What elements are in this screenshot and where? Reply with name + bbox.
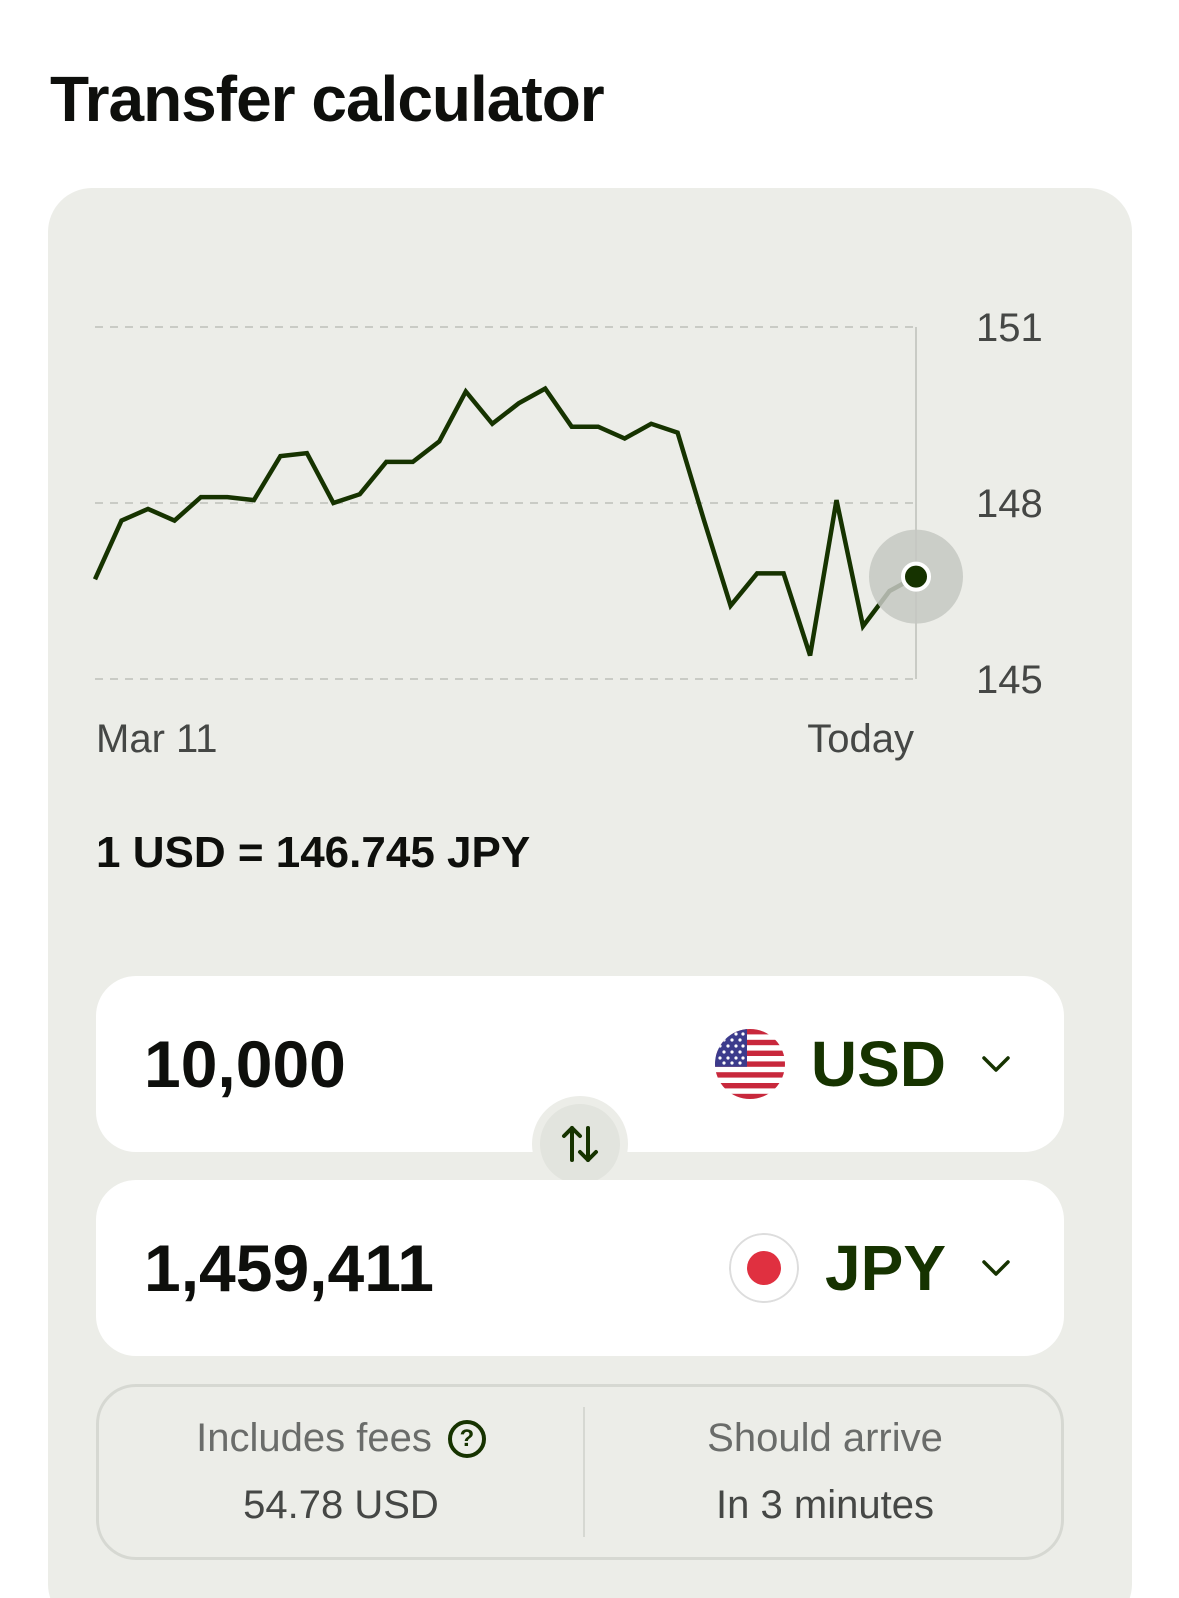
chevron-down-icon[interactable] [978, 1250, 1014, 1286]
send-currency-selector[interactable]: USD [714, 1027, 1014, 1101]
exchange-rate: 1 USD = 146.745 JPY [96, 828, 531, 877]
send-amount-value[interactable]: 10,000 [144, 1027, 346, 1101]
y-tick-label-145: 145 [976, 658, 1043, 702]
swap-currencies-button[interactable] [532, 1096, 628, 1192]
swap-arrows-icon [562, 1126, 598, 1162]
arrival-section: Should arrive In 3 minutes [583, 1387, 1067, 1557]
us-flag-icon [714, 1029, 785, 1099]
question-circle-icon[interactable]: ? [447, 1419, 486, 1458]
receive-amount-value[interactable]: 1,459,411 [144, 1231, 434, 1305]
page-title: Transfer calculator [50, 63, 605, 135]
y-axis-ticks: 151 148 145 [976, 306, 1043, 702]
receive-amount-field[interactable]: 1,459,411 JPY [96, 1180, 1064, 1356]
fees-section: Includes fees ? 54.78 USD [99, 1387, 583, 1557]
japan-flag-icon [729, 1233, 800, 1303]
chart-grid [95, 326, 917, 680]
transfer-info-box: Includes fees ? 54.78 USD Should arrive … [96, 1384, 1064, 1560]
fees-value: 54.78 USD [243, 1483, 439, 1527]
send-currency-code[interactable]: USD [810, 1028, 946, 1100]
y-tick-label-148: 148 [976, 482, 1043, 526]
info-divider [583, 1407, 585, 1537]
receive-currency-selector[interactable]: JPY [729, 1231, 1014, 1305]
rate-series-line [92, 385, 918, 657]
x-label-end: Today [807, 717, 914, 761]
x-label-start: Mar 11 [96, 717, 218, 761]
current-rate-marker[interactable] [869, 529, 963, 624]
arrival-value: In 3 minutes [716, 1483, 934, 1527]
marker-dot[interactable] [901, 561, 931, 592]
y-tick-label-151: 151 [976, 306, 1043, 350]
rate-chart: 151 148 145 Mar 11 Today [92, 306, 1043, 761]
calculator-card: 151 148 145 Mar 11 Today 1 USD = 146.745 J… [48, 188, 1132, 1598]
arrival-label: Should arrive [707, 1416, 943, 1460]
chart-series [92, 385, 918, 657]
receive-currency-code[interactable]: JPY [825, 1232, 946, 1304]
chevron-down-icon[interactable] [978, 1046, 1014, 1082]
fees-label: Includes fees [196, 1416, 432, 1460]
